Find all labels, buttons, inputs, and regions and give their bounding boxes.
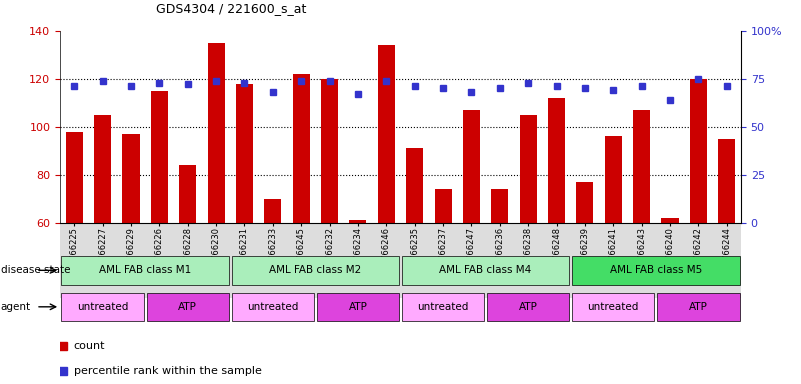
FancyBboxPatch shape: [317, 293, 399, 321]
FancyBboxPatch shape: [231, 256, 399, 285]
Bar: [520, 115, 537, 223]
Text: disease state: disease state: [1, 265, 70, 275]
Bar: [236, 84, 253, 223]
Text: untreated: untreated: [588, 302, 639, 312]
Bar: [406, 148, 423, 223]
Bar: [123, 134, 139, 223]
FancyBboxPatch shape: [402, 293, 484, 321]
FancyBboxPatch shape: [147, 293, 229, 321]
Bar: [662, 218, 678, 223]
Bar: [66, 131, 83, 223]
Bar: [378, 45, 395, 223]
Bar: [548, 98, 565, 223]
Text: ATP: ATP: [348, 302, 368, 312]
FancyBboxPatch shape: [402, 256, 570, 285]
Text: untreated: untreated: [77, 302, 128, 312]
Text: untreated: untreated: [248, 302, 299, 312]
Text: ATP: ATP: [179, 302, 197, 312]
Bar: [690, 79, 706, 223]
Bar: [718, 139, 735, 223]
Text: untreated: untreated: [417, 302, 469, 312]
FancyBboxPatch shape: [231, 293, 314, 321]
Bar: [207, 43, 224, 223]
FancyBboxPatch shape: [62, 293, 143, 321]
FancyBboxPatch shape: [62, 256, 229, 285]
Text: ATP: ATP: [689, 302, 708, 312]
Bar: [292, 74, 310, 223]
Text: count: count: [74, 341, 105, 351]
Bar: [605, 136, 622, 223]
Bar: [321, 79, 338, 223]
Bar: [349, 220, 366, 223]
Bar: [633, 110, 650, 223]
Bar: [434, 189, 452, 223]
Bar: [95, 115, 111, 223]
Text: AML FAB class M4: AML FAB class M4: [440, 265, 532, 275]
Bar: [179, 165, 196, 223]
Bar: [264, 199, 281, 223]
Text: ATP: ATP: [519, 302, 537, 312]
Bar: [577, 182, 594, 223]
FancyBboxPatch shape: [572, 293, 654, 321]
Text: percentile rank within the sample: percentile rank within the sample: [74, 366, 262, 376]
Bar: [151, 91, 168, 223]
Bar: [463, 110, 480, 223]
Text: AML FAB class M2: AML FAB class M2: [269, 265, 361, 275]
FancyBboxPatch shape: [487, 293, 570, 321]
FancyBboxPatch shape: [572, 256, 739, 285]
Text: AML FAB class M5: AML FAB class M5: [610, 265, 702, 275]
Bar: [491, 189, 509, 223]
Text: GDS4304 / 221600_s_at: GDS4304 / 221600_s_at: [156, 2, 307, 15]
Text: AML FAB class M1: AML FAB class M1: [99, 265, 191, 275]
FancyBboxPatch shape: [658, 293, 739, 321]
Text: agent: agent: [1, 302, 31, 312]
